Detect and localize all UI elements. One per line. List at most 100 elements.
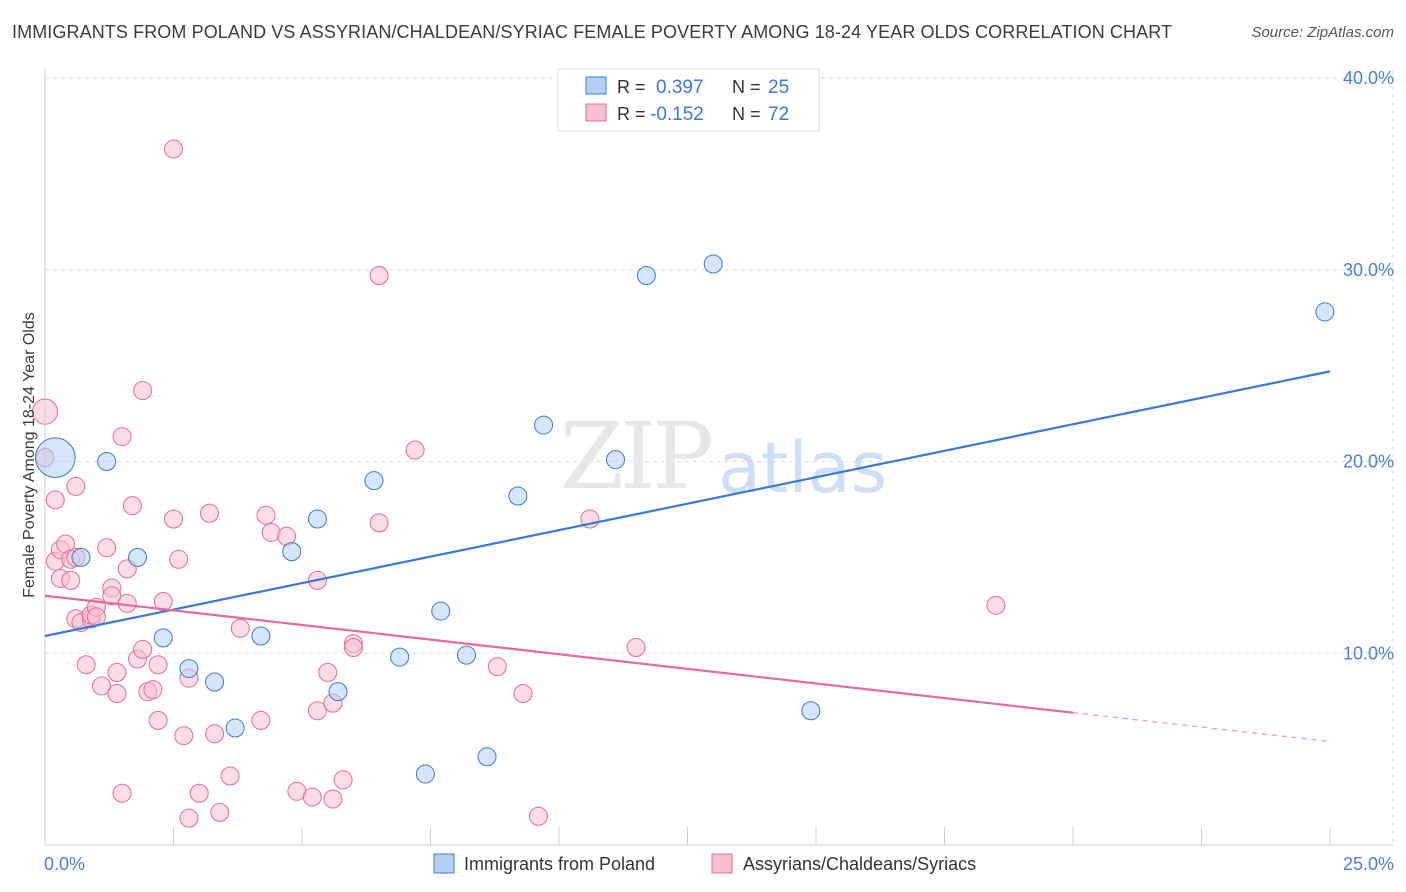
- y-axis-label: Female Poverty Among 18-24 Year Olds: [21, 312, 38, 598]
- point-assyrian-43: [189, 783, 209, 803]
- legend-n-label-2: N =: [732, 104, 761, 124]
- point-poland-19: [534, 415, 554, 435]
- point-poland-5: [179, 659, 199, 679]
- point-assyrian-60: [333, 770, 353, 790]
- point-assyrian-42: [179, 808, 199, 828]
- point-assyrian-56: [307, 701, 327, 721]
- point-assyrian-28: [122, 496, 142, 516]
- point-poland-23: [801, 701, 821, 721]
- point-poland-0: [34, 437, 76, 478]
- grid-layer: [45, 70, 1394, 845]
- legend-r-value-2: -0.152: [650, 104, 704, 125]
- point-assyrian-64: [369, 513, 389, 533]
- point-assyrian-25: [112, 783, 132, 803]
- watermark-zip: ZIP: [560, 403, 711, 510]
- point-assyrian-18: [92, 676, 112, 696]
- legend-r-label-2: R =: [617, 104, 646, 124]
- point-assyrian-36: [153, 591, 173, 611]
- point-assyrian-35: [148, 655, 168, 675]
- point-poland-16: [456, 645, 476, 665]
- point-assyrian-40: [174, 726, 194, 746]
- point-assyrian-68: [528, 806, 548, 826]
- point-poland-14: [415, 764, 435, 784]
- point-assyrian-49: [251, 710, 271, 730]
- y-tick-label-1: 20.0%: [1343, 452, 1394, 472]
- point-assyrian-70: [626, 637, 646, 657]
- points-layer: [31, 139, 1335, 828]
- legend-r-value-1: 0.397: [656, 77, 704, 98]
- point-poland-3: [128, 547, 148, 567]
- axis-layer: 10.0% 20.0% 30.0% 40.0% 0.0% 25.0%: [44, 68, 1394, 874]
- watermark: ZIP atlas: [560, 403, 887, 510]
- point-assyrian-63: [369, 266, 389, 286]
- point-poland-1: [97, 452, 117, 471]
- point-assyrian-39: [169, 549, 189, 569]
- trendline-poland: [44, 370, 1331, 638]
- point-assyrian-71: [986, 595, 1006, 615]
- point-poland-12: [364, 471, 384, 491]
- point-assyrian-46: [210, 802, 230, 822]
- point-assyrian-65: [405, 440, 425, 460]
- series-legend-label-assyrian: Assyrians/Chaldeans/Syriacs: [743, 854, 976, 874]
- point-poland-24: [1315, 302, 1335, 322]
- point-assyrian-13: [76, 655, 96, 675]
- point-assyrian-33: [143, 680, 163, 700]
- legend-n-value-1: 25: [768, 77, 789, 98]
- legend-n-label-1: N =: [732, 77, 761, 97]
- legend-swatch-blue: [585, 76, 607, 95]
- point-poland-13: [390, 647, 410, 667]
- point-assyrian-66: [487, 657, 507, 677]
- point-assyrian-45: [205, 724, 225, 744]
- point-assyrian-48: [230, 618, 250, 638]
- chart-source: Source: ZipAtlas.com: [1251, 24, 1394, 41]
- point-assyrian-38: [164, 509, 183, 529]
- y-tick-label-0: 10.0%: [1343, 643, 1394, 663]
- point-poland-9: [282, 542, 302, 562]
- point-poland-7: [225, 718, 245, 738]
- point-poland-17: [477, 747, 497, 767]
- y-tick-label-3: 40.0%: [1343, 68, 1394, 88]
- point-poland-21: [636, 266, 656, 286]
- point-poland-8: [251, 626, 271, 646]
- series-legend-swatch-assyrian: [711, 853, 733, 874]
- point-assyrian-22: [107, 684, 127, 704]
- point-assyrian-57: [318, 662, 338, 682]
- point-poland-11: [328, 682, 348, 702]
- point-poland-4: [153, 628, 173, 648]
- point-assyrian-30: [133, 381, 153, 401]
- chart-title: IMMIGRANTS FROM POLAND VS ASSYRIAN/CHALD…: [12, 22, 1173, 42]
- point-poland-6: [205, 672, 225, 692]
- point-assyrian-31: [133, 639, 153, 659]
- trendline-assyrian: [44, 594, 1074, 714]
- point-assyrian-23: [107, 662, 127, 682]
- x-tick-label-1: 25.0%: [1343, 854, 1394, 874]
- point-assyrian-21: [102, 586, 122, 606]
- point-assyrian-47: [220, 766, 240, 786]
- legend-n-value-2: 72: [768, 104, 789, 125]
- point-poland-18: [508, 486, 528, 506]
- point-assyrian-44: [199, 503, 219, 523]
- trendline-assyrian-extension: [1072, 712, 1331, 743]
- point-assyrian-19: [97, 538, 117, 558]
- x-tick-label-0: 0.0%: [44, 854, 85, 874]
- point-assyrian-50: [256, 505, 276, 525]
- series-legend: Immigrants from Poland Assyrians/Chaldea…: [433, 853, 976, 874]
- y-tick-label-2: 30.0%: [1343, 260, 1394, 280]
- point-assyrian-62: [343, 637, 363, 657]
- point-assyrian-7: [61, 570, 81, 590]
- series-legend-swatch-poland: [433, 853, 455, 874]
- point-assyrian-67: [513, 684, 533, 704]
- correlation-legend: R = 0.397 N = 25 R = -0.152 N = 72: [557, 68, 820, 132]
- series-legend-label-poland: Immigrants from Poland: [464, 854, 655, 874]
- point-assyrian-54: [302, 787, 322, 807]
- legend-swatch-pink: [585, 103, 607, 122]
- point-poland-22: [703, 254, 723, 274]
- trend-layer: [44, 370, 1331, 743]
- point-poland-20: [606, 450, 626, 470]
- point-poland-10: [307, 509, 327, 529]
- point-poland-2: [71, 547, 91, 567]
- point-assyrian-9: [66, 476, 86, 496]
- point-assyrian-37: [164, 139, 183, 159]
- point-assyrian-0: [31, 398, 59, 425]
